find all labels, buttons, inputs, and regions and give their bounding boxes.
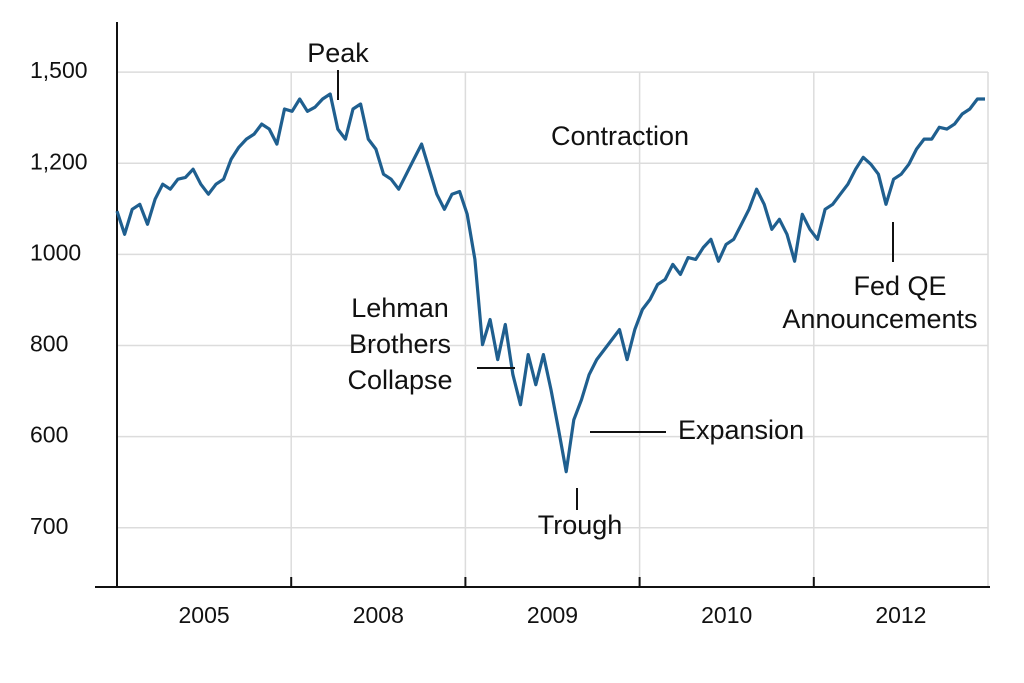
x-tick-label: 2005 — [179, 602, 230, 628]
annotation: Announcements — [782, 304, 977, 334]
x-tick-label: 2012 — [875, 602, 926, 628]
y-tick-label: 700 — [30, 513, 68, 539]
x-tick-label: 2008 — [353, 602, 404, 628]
annotation: Collapse — [347, 365, 452, 395]
annotation: Brothers — [349, 329, 451, 359]
grid — [117, 71, 989, 587]
annotation: Lehman — [351, 293, 449, 323]
annotations: Peak Contraction Lehman Brothers Collaps… — [307, 38, 977, 540]
y-tick-label: 800 — [30, 331, 68, 357]
y-tick-label: 1000 — [30, 239, 81, 265]
y-tick-label: 1,200 — [30, 148, 88, 174]
annotation: Contraction — [551, 121, 689, 151]
y-tick-label: 1,500 — [30, 57, 88, 83]
annotation: Fed QE — [853, 271, 946, 301]
annotation: Trough — [538, 510, 623, 540]
x-tick-label: 2010 — [701, 602, 752, 628]
data-line — [115, 92, 985, 474]
annotation: Peak — [307, 38, 369, 68]
y-tick-label: 600 — [30, 422, 68, 448]
plot — [115, 92, 985, 474]
annotation: Expansion — [678, 415, 804, 445]
x-tick-label: 2009 — [527, 602, 578, 628]
